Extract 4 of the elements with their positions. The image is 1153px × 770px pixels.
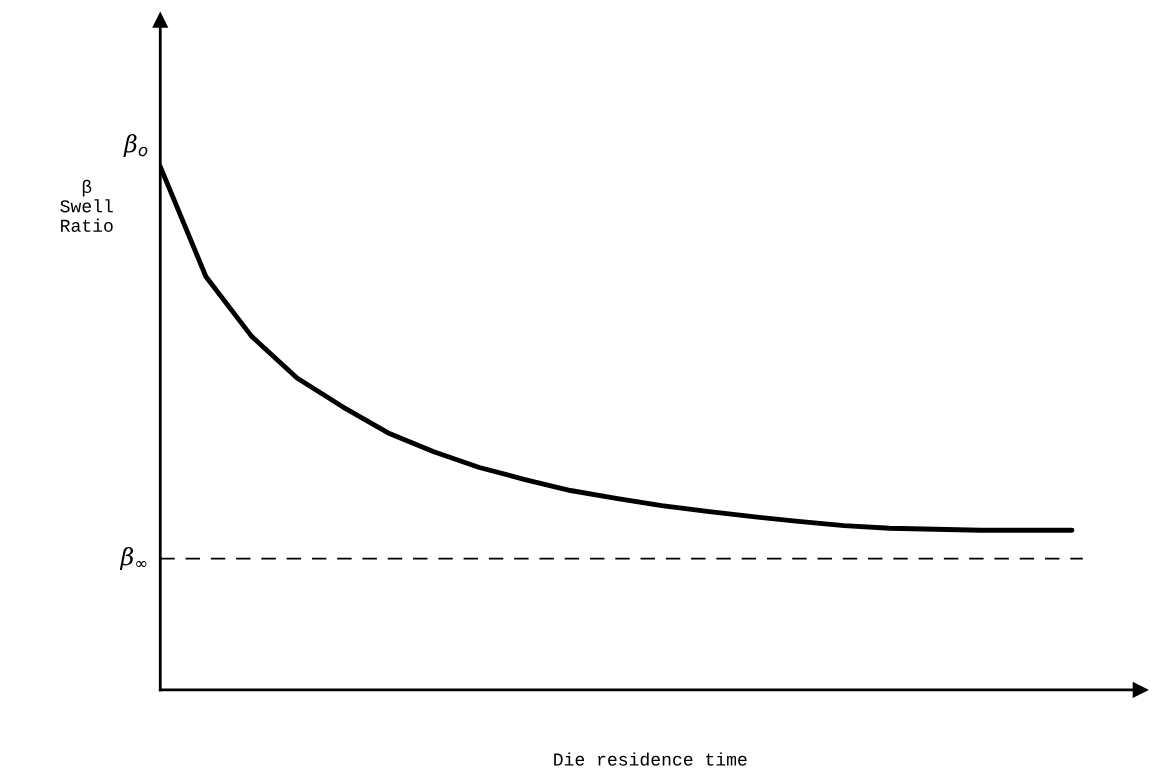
y-axis-title: β Swell Ratio (60, 179, 113, 232)
ref-line-label: β$_{∞}$ (119, 546, 147, 570)
text: β$_{o}$ (123, 134, 148, 158)
x-axis-title: Die residence time (554, 752, 747, 766)
